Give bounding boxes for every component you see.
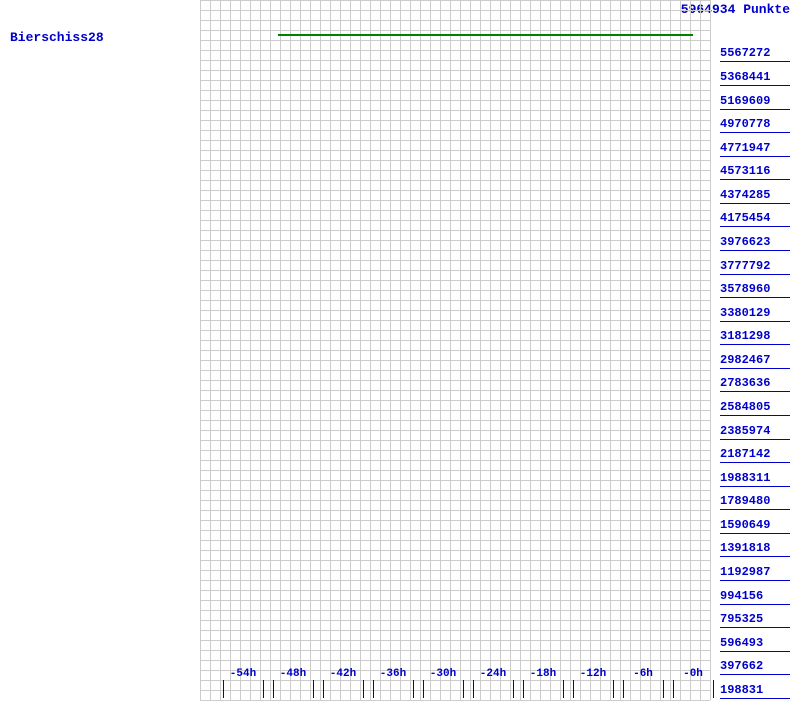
y-axis-label: 795325 (720, 612, 790, 628)
y-axis-label: 596493 (720, 636, 790, 652)
chart-plot-area (200, 0, 710, 700)
y-axis-label: 2783636 (720, 376, 790, 392)
y-axis-label: 3976623 (720, 235, 790, 251)
y-axis-label: 3380129 (720, 306, 790, 322)
y-axis-label: 1391818 (720, 541, 790, 557)
y-axis-label: 4970778 (720, 117, 790, 133)
x-axis-label: -24h (480, 668, 506, 680)
y-axis-label: 1988311 (720, 471, 790, 487)
y-axis-label: 994156 (720, 589, 790, 605)
x-axis-label: -30h (430, 668, 456, 680)
y-axis-label: 3777792 (720, 259, 790, 275)
y-axis-label: 3578960 (720, 282, 790, 298)
y-axis-label: 198831 (720, 683, 790, 699)
y-axis-label: 2187142 (720, 447, 790, 463)
y-axis-label: 3181298 (720, 329, 790, 345)
x-axis-label: -18h (530, 668, 556, 680)
y-axis-label: 2385974 (720, 424, 790, 440)
y-axis-label: 4771947 (720, 141, 790, 157)
x-axis-label: -36h (380, 668, 406, 680)
header-unit: Punkte (743, 2, 790, 17)
chart-title: Bierschiss28 (10, 30, 104, 45)
y-axis-label: 397662 (720, 659, 790, 675)
x-axis-label: -6h (633, 668, 653, 680)
x-axis-label: -42h (330, 668, 356, 680)
y-axis-label: 1590649 (720, 518, 790, 534)
y-axis-label: 4374285 (720, 188, 790, 204)
y-axis-label: 4175454 (720, 211, 790, 227)
y-axis-label: 1789480 (720, 494, 790, 510)
x-axis-label: -12h (580, 668, 606, 680)
x-axis-label: -48h (280, 668, 306, 680)
y-axis-label: 5169609 (720, 94, 790, 110)
y-axis-label: 5368441 (720, 70, 790, 86)
y-axis-label: 2584805 (720, 400, 790, 416)
y-axis-label: 4573116 (720, 164, 790, 180)
y-axis-label: 1192987 (720, 565, 790, 581)
y-axis-label: 2982467 (720, 353, 790, 369)
x-axis-label: -54h (230, 668, 256, 680)
chart-grid (200, 0, 710, 700)
data-line (278, 34, 693, 36)
x-axis-label: -0h (683, 668, 703, 680)
y-axis-label: 5567272 (720, 46, 790, 62)
